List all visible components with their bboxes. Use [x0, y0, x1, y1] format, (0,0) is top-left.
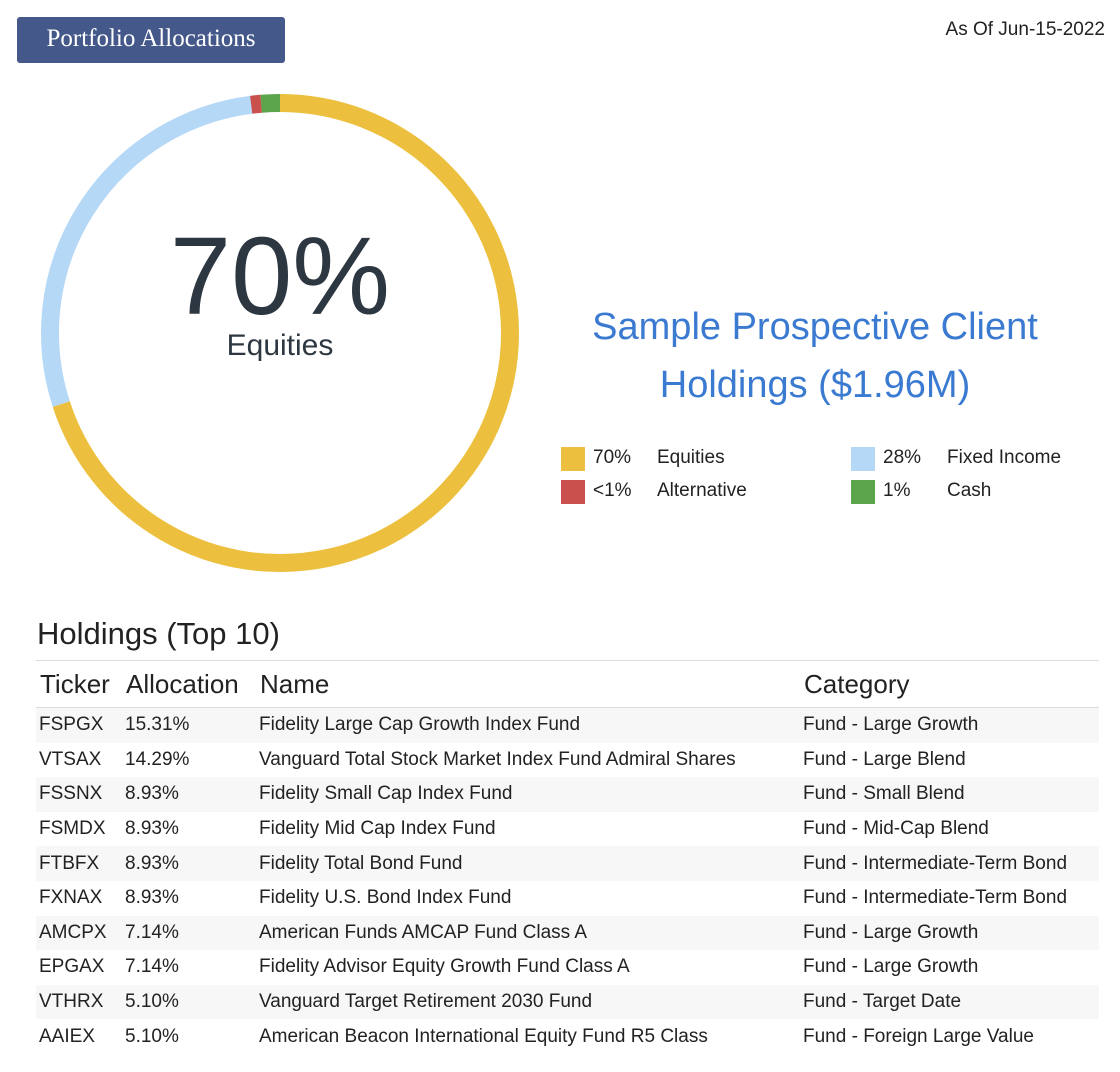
cell-category: Fund - Large Growth: [800, 915, 1099, 951]
cell-allocation: 7.14%: [125, 956, 179, 978]
cell-name: Vanguard Target Retirement 2030 Fund: [256, 984, 800, 1020]
legend-label: Fixed Income: [947, 447, 1062, 468]
cell-category: Fund - Mid-Cap Blend: [803, 818, 989, 840]
cell-name: Vanguard Total Stock Market Index Fund A…: [259, 748, 736, 770]
table-row: AAIEX 5.10% American Beacon Internationa…: [36, 1019, 1099, 1054]
cell-ticker: EPGAX: [39, 956, 105, 978]
legend-swatch-alternative: [561, 480, 585, 504]
cell-ticker: VTSAX: [39, 748, 102, 770]
cell-allocation: 8.93%: [122, 777, 256, 812]
cell-name: Fidelity Large Cap Growth Index Fund: [256, 707, 800, 743]
cell-name: Fidelity Small Cap Index Fund: [256, 777, 800, 812]
legend-pct: 1%: [883, 480, 911, 501]
client-title-line2: Holdings ($1.96M): [659, 364, 971, 406]
holdings-heading: Holdings (Top 10): [37, 616, 280, 651]
cell-name: Fidelity Mid Cap Index Fund: [259, 818, 496, 840]
cell-category: Fund - Large Blend: [803, 748, 966, 770]
legend-label: Equities: [657, 447, 725, 468]
cell-name: American Funds AMCAP Fund Class A: [256, 915, 800, 951]
legend-pct: 28%: [883, 447, 922, 468]
cell-allocation: 8.93%: [125, 818, 179, 840]
cell-allocation: 15.31%: [122, 707, 256, 743]
table-row: FSPGX 15.31% Fidelity Large Cap Growth I…: [36, 707, 1099, 743]
holdings-table: Ticker Allocation Name Category FSPGX 15…: [36, 660, 1099, 1054]
cell-ticker: VTHRX: [36, 984, 122, 1020]
table-row: FXNAX 8.93% Fidelity U.S. Bond Index Fun…: [36, 881, 1099, 916]
client-title-line1: Sample Prospective Client: [592, 306, 1038, 348]
cell-allocation: 7.14%: [122, 915, 256, 951]
donut-slice-equities[interactable]: [52, 94, 519, 572]
donut-slice-cash[interactable]: [260, 94, 281, 113]
legend-label: Alternative: [657, 480, 747, 501]
cell-category: Fund - Foreign Large Value: [803, 1025, 1034, 1047]
cell-category: Fund - Small Blend: [800, 777, 1099, 812]
as-of-date: As Of Jun-15-2022: [945, 19, 1105, 40]
cell-allocation: 5.10%: [125, 1025, 179, 1047]
cell-ticker: FSSNX: [36, 777, 122, 812]
table-row: FTBFX 8.93% Fidelity Total Bond Fund Fun…: [36, 846, 1099, 881]
cell-name: Fidelity Advisor Equity Growth Fund Clas…: [259, 956, 630, 978]
donut-slice-fixed-income[interactable]: [41, 95, 253, 407]
cell-ticker: AMCPX: [36, 915, 122, 951]
cell-ticker: AAIEX: [39, 1025, 95, 1047]
column-header-allocation[interactable]: Allocation: [122, 660, 256, 708]
column-header-ticker[interactable]: Ticker: [36, 660, 122, 708]
column-header-category[interactable]: Category: [800, 660, 1099, 708]
table-row: FSSNX 8.93% Fidelity Small Cap Index Fun…: [36, 777, 1099, 812]
holdings-header-row: Ticker Allocation Name Category: [36, 660, 1099, 708]
cell-allocation: 14.29%: [125, 748, 190, 770]
cell-allocation: 5.10%: [122, 984, 256, 1020]
legend-swatch-fixed-income: [851, 447, 875, 471]
legend-pct: 70%: [593, 447, 632, 468]
legend-label: Cash: [947, 480, 992, 501]
cell-ticker: FSPGX: [36, 707, 122, 743]
cell-ticker: FSMDX: [39, 818, 106, 840]
allocation-donut-chart: 70% Equities: [40, 92, 520, 574]
table-row: VTSAX 14.29% Vanguard Total Stock Market…: [36, 743, 1099, 778]
cell-allocation: 8.93%: [122, 846, 256, 881]
column-header-name[interactable]: Name: [256, 660, 800, 708]
table-row: VTHRX 5.10% Vanguard Target Retirement 2…: [36, 984, 1099, 1020]
table-row: EPGAX 7.14% Fidelity Advisor Equity Grow…: [36, 950, 1099, 985]
client-holdings-title: Sample Prospective Client Holdings ($1.9…: [555, 298, 1075, 414]
cell-category: Fund - Large Growth: [803, 956, 979, 978]
donut-svg: [41, 94, 519, 572]
legend-swatch-cash: [851, 480, 875, 504]
cell-category: Fund - Intermediate-Term Bond: [803, 887, 1068, 909]
cell-category: Fund - Large Growth: [800, 707, 1099, 743]
legend-swatch-equities: [561, 447, 585, 471]
donut-slice-alternative[interactable]: [250, 94, 263, 114]
cell-allocation: 8.93%: [125, 887, 179, 909]
donut-center-value: 70%: [169, 215, 391, 338]
cell-name: Fidelity U.S. Bond Index Fund: [259, 887, 512, 909]
table-row: AMCPX 7.14% American Funds AMCAP Fund Cl…: [36, 915, 1099, 951]
table-row: FSMDX 8.93% Fidelity Mid Cap Index Fund …: [36, 812, 1099, 847]
donut-center-label: Equities: [226, 329, 334, 362]
allocation-legend: 70% Equities 28% Fixed Income <1% Altern…: [561, 444, 1101, 514]
cell-name: American Beacon International Equity Fun…: [259, 1025, 708, 1047]
cell-category: Fund - Target Date: [800, 984, 1099, 1020]
cell-ticker: FXNAX: [39, 887, 103, 909]
legend-pct: <1%: [593, 480, 632, 501]
page-title: Portfolio Allocations: [17, 17, 285, 63]
holdings-table-body: FSPGX 15.31% Fidelity Large Cap Growth I…: [36, 707, 1099, 1054]
cell-ticker: FTBFX: [36, 846, 122, 881]
cell-name: Fidelity Total Bond Fund: [256, 846, 800, 881]
cell-category: Fund - Intermediate-Term Bond: [800, 846, 1099, 881]
